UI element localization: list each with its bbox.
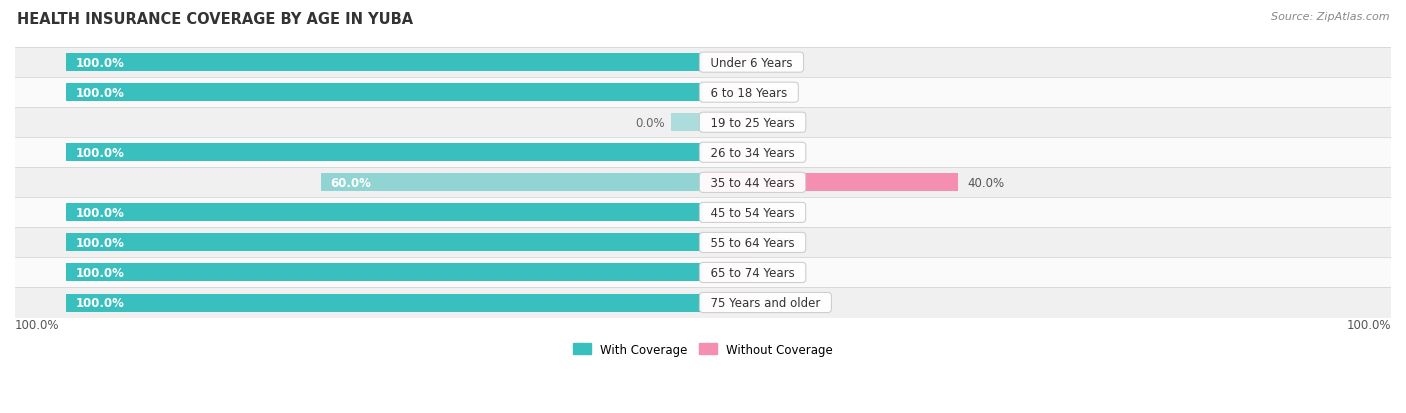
Text: 0.0%: 0.0%: [763, 266, 793, 279]
Text: 0.0%: 0.0%: [763, 236, 793, 249]
Text: 55 to 64 Years: 55 to 64 Years: [703, 236, 803, 249]
Text: 26 to 34 Years: 26 to 34 Years: [703, 147, 803, 159]
Text: 100.0%: 100.0%: [76, 236, 124, 249]
Text: 0.0%: 0.0%: [763, 296, 793, 309]
Bar: [703, 264, 754, 282]
Bar: [321, 174, 703, 192]
Text: 100.0%: 100.0%: [76, 266, 124, 279]
Text: 100.0%: 100.0%: [1347, 318, 1391, 331]
Bar: [15, 228, 1391, 258]
Text: 60.0%: 60.0%: [330, 176, 371, 190]
Text: 65 to 74 Years: 65 to 74 Years: [703, 266, 803, 279]
Bar: [703, 234, 754, 252]
Text: Source: ZipAtlas.com: Source: ZipAtlas.com: [1271, 12, 1389, 22]
Bar: [703, 84, 754, 102]
Text: 6 to 18 Years: 6 to 18 Years: [703, 86, 794, 100]
Text: 40.0%: 40.0%: [967, 176, 1004, 190]
Bar: [66, 294, 703, 312]
Bar: [15, 138, 1391, 168]
Text: 100.0%: 100.0%: [76, 296, 124, 309]
Bar: [703, 54, 754, 72]
Bar: [66, 144, 703, 162]
Bar: [66, 264, 703, 282]
Text: 100.0%: 100.0%: [76, 57, 124, 69]
Text: 100.0%: 100.0%: [76, 147, 124, 159]
Bar: [15, 108, 1391, 138]
Bar: [671, 114, 703, 132]
Text: 45 to 54 Years: 45 to 54 Years: [703, 206, 803, 219]
Text: Under 6 Years: Under 6 Years: [703, 57, 800, 69]
Text: 0.0%: 0.0%: [763, 147, 793, 159]
Text: 0.0%: 0.0%: [636, 116, 665, 129]
Bar: [66, 234, 703, 252]
Text: 100.0%: 100.0%: [15, 318, 59, 331]
Text: 75 Years and older: 75 Years and older: [703, 296, 828, 309]
Text: 0.0%: 0.0%: [763, 206, 793, 219]
Text: 0.0%: 0.0%: [763, 86, 793, 100]
Bar: [66, 54, 703, 72]
Bar: [703, 114, 754, 132]
Text: 35 to 44 Years: 35 to 44 Years: [703, 176, 803, 190]
Text: 100.0%: 100.0%: [76, 206, 124, 219]
Text: 0.0%: 0.0%: [763, 116, 793, 129]
Bar: [66, 204, 703, 222]
Bar: [15, 198, 1391, 228]
Text: HEALTH INSURANCE COVERAGE BY AGE IN YUBA: HEALTH INSURANCE COVERAGE BY AGE IN YUBA: [17, 12, 413, 27]
Bar: [703, 294, 754, 312]
Text: 19 to 25 Years: 19 to 25 Years: [703, 116, 803, 129]
Bar: [15, 258, 1391, 288]
Bar: [15, 48, 1391, 78]
Bar: [703, 174, 957, 192]
Bar: [703, 144, 754, 162]
Text: 0.0%: 0.0%: [763, 57, 793, 69]
Bar: [66, 84, 703, 102]
Legend: With Coverage, Without Coverage: With Coverage, Without Coverage: [568, 338, 838, 361]
Bar: [703, 204, 754, 222]
Bar: [15, 78, 1391, 108]
Bar: [15, 168, 1391, 198]
Text: 100.0%: 100.0%: [76, 86, 124, 100]
Bar: [15, 288, 1391, 318]
